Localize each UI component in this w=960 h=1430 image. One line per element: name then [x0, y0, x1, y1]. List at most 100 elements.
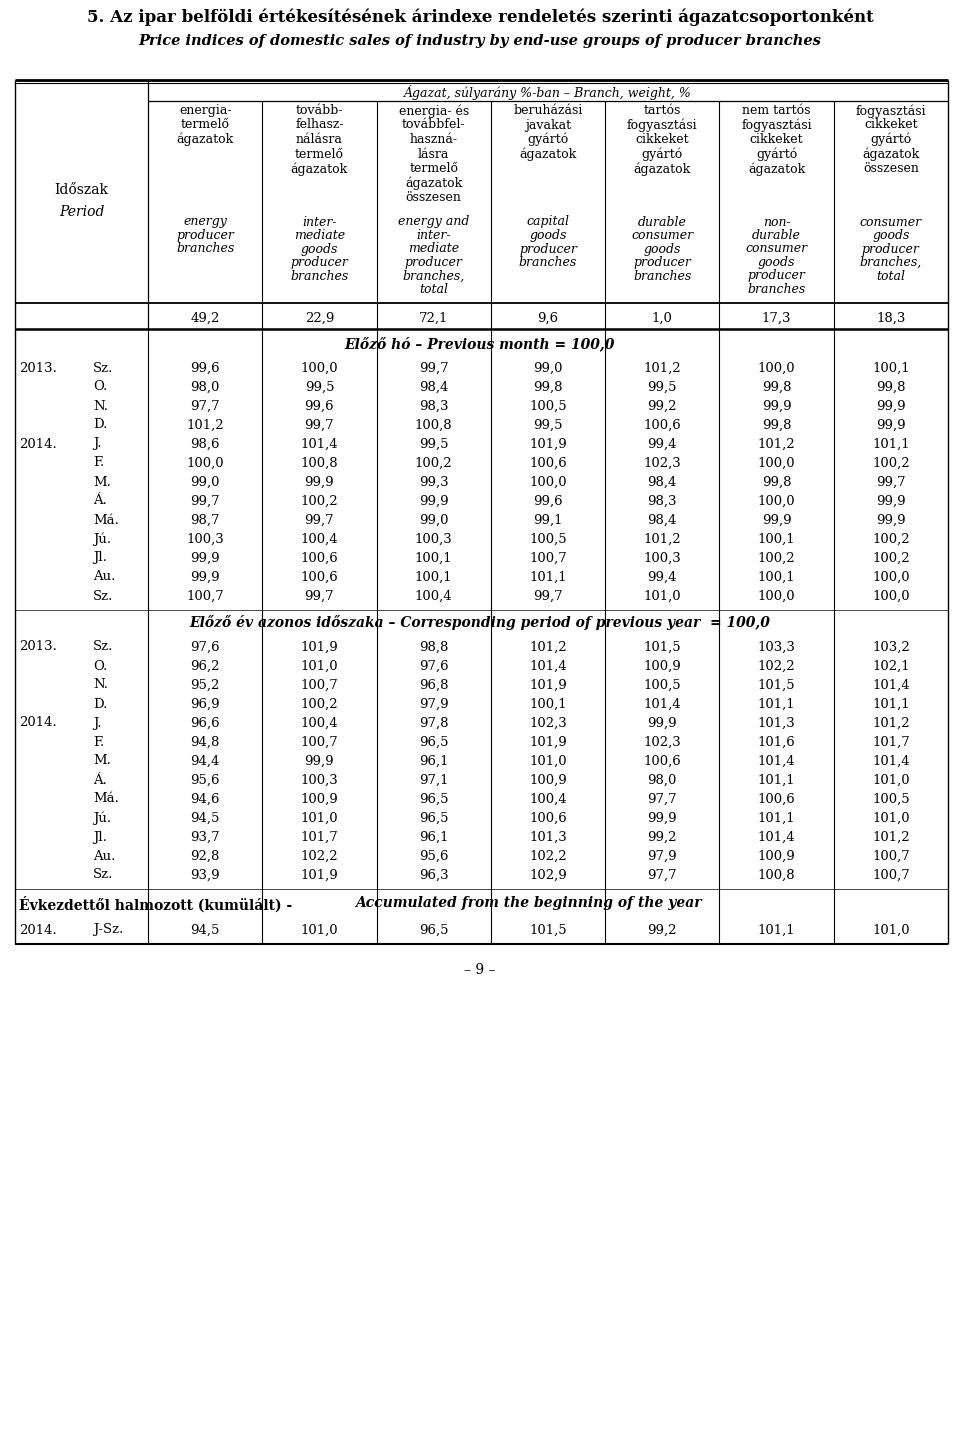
Text: 101,7: 101,7 — [300, 831, 338, 844]
Text: 99,4: 99,4 — [648, 571, 677, 583]
Text: ágazatok: ágazatok — [862, 147, 920, 162]
Text: 99,7: 99,7 — [304, 419, 334, 432]
Text: 100,5: 100,5 — [529, 399, 566, 412]
Text: 100,7: 100,7 — [186, 589, 224, 602]
Text: J-Sz.: J-Sz. — [93, 924, 124, 937]
Text: 99,6: 99,6 — [533, 495, 563, 508]
Text: consumer: consumer — [746, 243, 807, 256]
Text: – 9 –: – 9 – — [465, 964, 495, 978]
Text: 99,0: 99,0 — [419, 513, 448, 526]
Text: 96,5: 96,5 — [419, 792, 448, 805]
Text: mediate: mediate — [408, 243, 459, 256]
Text: 2014.: 2014. — [19, 716, 57, 729]
Text: energia- és: energia- és — [398, 104, 468, 117]
Text: fogyasztási: fogyasztási — [741, 119, 812, 132]
Text: 100,1: 100,1 — [415, 552, 452, 565]
Text: 72,1: 72,1 — [419, 312, 448, 325]
Text: javakat: javakat — [525, 119, 571, 132]
Text: total: total — [876, 269, 905, 283]
Text: goods: goods — [529, 229, 566, 242]
Text: 99,9: 99,9 — [304, 755, 334, 768]
Text: 99,7: 99,7 — [876, 476, 905, 489]
Text: 102,9: 102,9 — [529, 868, 566, 881]
Text: 98,6: 98,6 — [190, 438, 220, 450]
Text: D.: D. — [93, 698, 108, 711]
Text: 98,3: 98,3 — [648, 495, 677, 508]
Text: 101,1: 101,1 — [757, 811, 796, 825]
Text: 100,0: 100,0 — [529, 476, 566, 489]
Text: fogyasztási: fogyasztási — [855, 104, 926, 117]
Text: 99,9: 99,9 — [647, 811, 677, 825]
Text: non-: non- — [762, 216, 790, 229]
Text: 97,9: 97,9 — [647, 849, 677, 862]
Text: 100,7: 100,7 — [300, 735, 338, 748]
Text: 100,2: 100,2 — [872, 456, 910, 469]
Text: durable: durable — [637, 216, 686, 229]
Text: 96,1: 96,1 — [419, 755, 448, 768]
Text: 100,0: 100,0 — [757, 456, 796, 469]
Text: Sz.: Sz. — [93, 868, 113, 881]
Text: tartós: tartós — [643, 104, 681, 117]
Text: Jl.: Jl. — [93, 552, 107, 565]
Text: Jú.: Jú. — [93, 532, 111, 546]
Text: 102,2: 102,2 — [300, 849, 338, 862]
Text: 101,0: 101,0 — [300, 924, 338, 937]
Text: M.: M. — [93, 755, 110, 768]
Text: továbbfel-: továbbfel- — [402, 119, 466, 132]
Text: 94,4: 94,4 — [190, 755, 220, 768]
Text: 95,2: 95,2 — [190, 678, 220, 692]
Text: 100,7: 100,7 — [872, 849, 910, 862]
Text: 99,1: 99,1 — [533, 513, 563, 526]
Text: goods: goods — [300, 243, 338, 256]
Text: 98,8: 98,8 — [419, 641, 448, 654]
Text: 99,2: 99,2 — [648, 924, 677, 937]
Text: 101,5: 101,5 — [757, 678, 796, 692]
Text: 97,7: 97,7 — [647, 792, 677, 805]
Text: 5. Az ipar belföldi értékesítésének árindexe rendeletés szerinti ágazatcsoporton: 5. Az ipar belföldi értékesítésének árin… — [86, 9, 874, 26]
Text: Sz.: Sz. — [93, 362, 113, 375]
Text: 93,7: 93,7 — [190, 831, 220, 844]
Text: termelő: termelő — [409, 162, 458, 174]
Text: ágazatok: ágazatok — [519, 147, 577, 162]
Text: 2013.: 2013. — [19, 362, 57, 375]
Text: ágazatok: ágazatok — [291, 162, 348, 176]
Text: 96,2: 96,2 — [190, 659, 220, 672]
Text: 100,5: 100,5 — [529, 532, 566, 545]
Text: consumer: consumer — [632, 229, 693, 242]
Text: 97,7: 97,7 — [647, 868, 677, 881]
Text: összesen: összesen — [406, 192, 462, 204]
Text: Időszak: Időszak — [55, 183, 108, 197]
Text: 98,0: 98,0 — [648, 774, 677, 786]
Text: 101,0: 101,0 — [872, 811, 910, 825]
Text: producer: producer — [177, 229, 234, 242]
Text: 100,3: 100,3 — [186, 532, 224, 545]
Text: producer: producer — [519, 243, 577, 256]
Text: 99,9: 99,9 — [304, 476, 334, 489]
Text: 99,9: 99,9 — [876, 495, 905, 508]
Text: 101,4: 101,4 — [529, 659, 566, 672]
Text: 101,2: 101,2 — [757, 438, 796, 450]
Text: 96,3: 96,3 — [419, 868, 448, 881]
Text: 100,7: 100,7 — [872, 868, 910, 881]
Text: ágazatok: ágazatok — [405, 176, 463, 190]
Text: 100,4: 100,4 — [529, 792, 566, 805]
Text: Évkezdettől halmozott (kumülált) -: Évkezdettől halmozott (kumülált) - — [19, 897, 292, 912]
Text: 99,7: 99,7 — [304, 513, 334, 526]
Text: F.: F. — [93, 735, 105, 748]
Text: Előző év azonos időszaka – Corresponding period of previous year  = 100,0: Előző év azonos időszaka – Corresponding… — [189, 615, 771, 631]
Text: 96,5: 96,5 — [419, 735, 448, 748]
Text: Period: Period — [59, 206, 105, 219]
Text: 18,3: 18,3 — [876, 312, 905, 325]
Text: 100,1: 100,1 — [757, 571, 796, 583]
Text: 101,3: 101,3 — [757, 716, 796, 729]
Text: 101,6: 101,6 — [757, 735, 796, 748]
Text: 101,9: 101,9 — [300, 641, 338, 654]
Text: goods: goods — [873, 229, 909, 242]
Text: 101,5: 101,5 — [529, 924, 566, 937]
Text: 101,1: 101,1 — [529, 571, 566, 583]
Text: inter-: inter- — [302, 216, 337, 229]
Text: 97,1: 97,1 — [419, 774, 448, 786]
Text: producer: producer — [634, 256, 691, 269]
Text: 100,4: 100,4 — [300, 716, 338, 729]
Text: 100,5: 100,5 — [643, 678, 681, 692]
